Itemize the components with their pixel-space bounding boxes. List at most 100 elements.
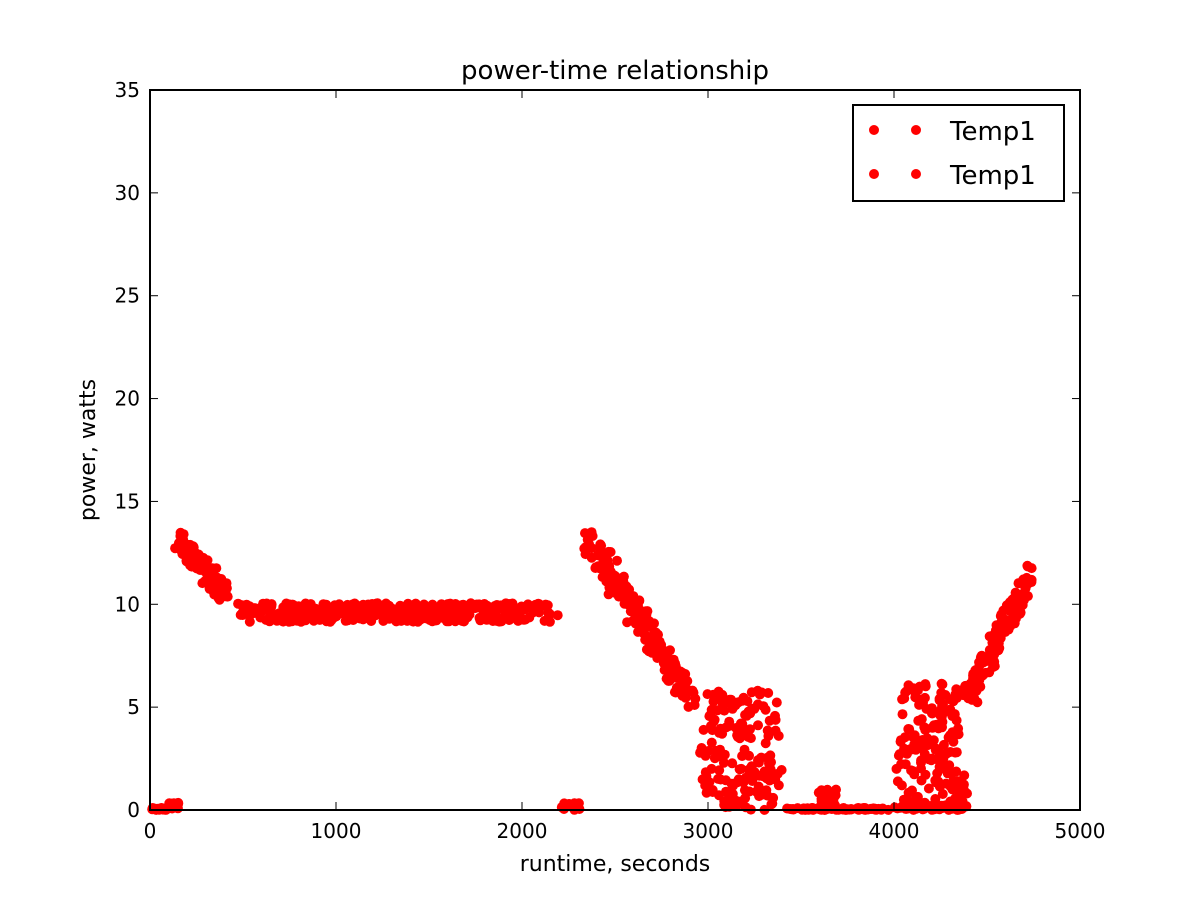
- data-point: [994, 643, 1005, 653]
- data-point: [612, 555, 622, 566]
- data-point: [773, 730, 784, 741]
- data-point: [936, 678, 947, 689]
- data-point: [680, 692, 691, 703]
- data-point: [737, 695, 748, 706]
- data-point: [646, 638, 657, 649]
- x-tick-label: 5000: [1055, 819, 1106, 843]
- data-point: [900, 732, 911, 743]
- data-point: [753, 720, 763, 731]
- data-point: [776, 765, 787, 775]
- data-point: [754, 689, 765, 700]
- data-point: [771, 697, 782, 708]
- data-point: [916, 757, 926, 768]
- data-point: [719, 705, 730, 716]
- data-point: [1023, 578, 1034, 589]
- data-point: [765, 750, 776, 761]
- data-point: [284, 602, 295, 613]
- data-point: [719, 749, 730, 760]
- data-point: [641, 622, 651, 633]
- data-point: [683, 701, 694, 712]
- data-point: [244, 616, 255, 627]
- data-point: [618, 590, 629, 601]
- legend-label-1: Temp1: [949, 117, 1036, 147]
- data-point: [734, 764, 745, 775]
- data-point: [945, 747, 956, 757]
- data-point: [972, 697, 983, 708]
- data-point: [723, 788, 734, 799]
- y-tick-label: 0: [127, 798, 140, 822]
- data-point: [515, 607, 526, 617]
- data-point: [586, 543, 597, 554]
- data-point: [370, 610, 381, 621]
- y-axis: 0 5 10 15 20 25 30 35: [115, 78, 1080, 822]
- data-point: [260, 604, 270, 615]
- data-point: [602, 555, 613, 566]
- data-point: [623, 597, 634, 608]
- data-point: [760, 704, 771, 715]
- data-point: [938, 739, 949, 750]
- data-points: [147, 527, 1037, 815]
- data-point: [711, 692, 722, 702]
- data-point: [727, 758, 738, 769]
- data-point: [452, 612, 463, 623]
- data-point: [768, 792, 779, 803]
- data-point: [894, 749, 905, 760]
- data-point: [831, 784, 841, 795]
- data-point: [603, 546, 614, 557]
- data-point: [594, 542, 605, 553]
- y-axis-label: power, watts: [76, 379, 101, 521]
- data-point: [961, 801, 972, 812]
- data-point: [304, 612, 315, 623]
- legend: Temp1 Temp1: [852, 104, 1065, 202]
- x-axis-label: runtime, seconds: [520, 852, 711, 877]
- data-point: [677, 683, 688, 694]
- data-point: [764, 763, 775, 774]
- data-point: [366, 601, 377, 612]
- data-point: [1015, 591, 1026, 602]
- data-point: [745, 724, 755, 735]
- data-point: [489, 601, 500, 611]
- data-point: [706, 763, 717, 774]
- data-point: [534, 607, 545, 618]
- data-point: [747, 776, 758, 786]
- data-point: [592, 550, 603, 561]
- data-point: [980, 667, 991, 678]
- data-point: [708, 716, 719, 727]
- data-point: [714, 765, 725, 776]
- legend-box: [852, 104, 1065, 202]
- chart-title: power-time relationship: [461, 56, 769, 86]
- y-tick-label: 15: [115, 489, 140, 513]
- x-tick-label: 0: [144, 819, 157, 843]
- data-point: [919, 749, 930, 759]
- data-point: [949, 709, 960, 720]
- y-tick-label: 5: [127, 695, 140, 719]
- data-point: [928, 735, 939, 746]
- y-tick-label: 25: [115, 284, 140, 308]
- y-tick-label: 10: [115, 592, 140, 616]
- data-point: [507, 598, 518, 609]
- data-point: [221, 578, 232, 589]
- data-point: [923, 783, 934, 794]
- data-point: [520, 614, 531, 625]
- data-point: [920, 681, 931, 692]
- data-point: [698, 724, 709, 735]
- data-point: [282, 614, 293, 625]
- data-point: [962, 788, 972, 799]
- legend-marker-1a: [869, 125, 879, 135]
- data-point: [932, 777, 943, 788]
- data-point: [679, 674, 690, 685]
- data-point: [649, 627, 660, 638]
- data-point: [611, 579, 622, 590]
- data-point: [634, 613, 645, 624]
- data-point: [704, 777, 715, 788]
- x-tick-label: 2000: [497, 819, 548, 843]
- data-point: [724, 716, 735, 727]
- data-point: [930, 745, 941, 756]
- data-point: [625, 606, 636, 617]
- data-point: [211, 563, 222, 574]
- legend-label-2: Temp1: [949, 161, 1036, 191]
- data-point: [462, 612, 473, 623]
- data-point: [436, 599, 447, 610]
- data-point: [943, 732, 954, 743]
